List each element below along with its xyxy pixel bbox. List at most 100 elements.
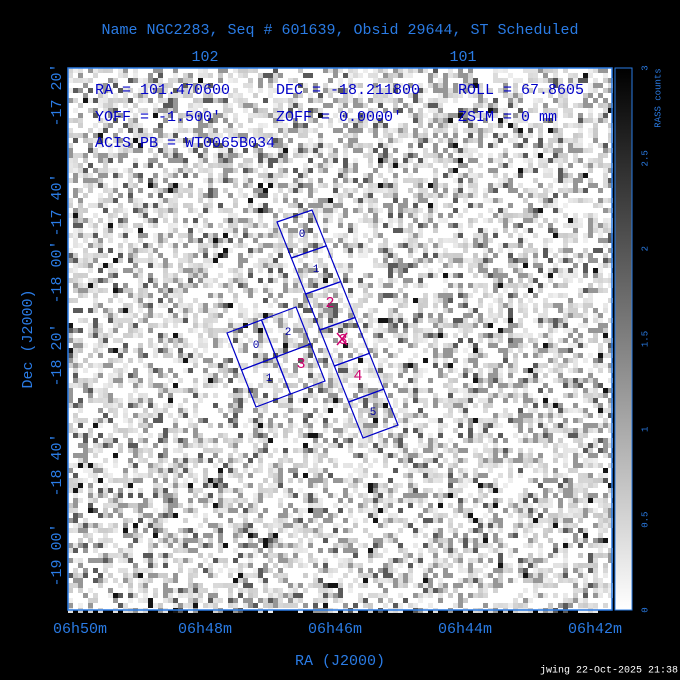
noise-pixel [158, 338, 163, 343]
noise-pixel [513, 388, 518, 393]
noise-pixel [158, 388, 163, 393]
noise-pixel [258, 433, 263, 438]
noise-pixel [473, 258, 478, 263]
noise-pixel [578, 323, 583, 328]
noise-pixel [233, 243, 238, 248]
noise-pixel [423, 468, 428, 473]
noise-pixel [418, 143, 423, 148]
noise-pixel [608, 348, 613, 353]
noise-pixel [568, 428, 573, 433]
noise-pixel [543, 423, 548, 428]
noise-pixel [363, 213, 368, 218]
noise-pixel [248, 203, 253, 208]
noise-pixel [338, 193, 343, 198]
noise-pixel [263, 378, 268, 383]
noise-pixel [123, 183, 128, 188]
noise-pixel [438, 298, 443, 303]
noise-pixel [113, 153, 118, 158]
noise-pixel [413, 343, 418, 348]
noise-pixel [298, 398, 303, 403]
noise-pixel [173, 173, 178, 178]
noise-pixel [183, 428, 188, 433]
noise-pixel [68, 363, 73, 368]
noise-pixel [88, 243, 93, 248]
noise-pixel [178, 233, 183, 238]
noise-pixel [513, 243, 518, 248]
noise-pixel [193, 443, 198, 448]
noise-pixel [333, 308, 338, 313]
noise-pixel [393, 83, 398, 88]
noise-pixel [378, 188, 383, 193]
noise-pixel [438, 418, 443, 423]
noise-pixel [83, 93, 88, 98]
noise-pixel [78, 433, 83, 438]
noise-pixel [143, 288, 148, 293]
noise-pixel [298, 68, 303, 73]
noise-pixel [128, 293, 133, 298]
noise-pixel [553, 128, 558, 133]
noise-pixel [508, 218, 513, 223]
noise-pixel [528, 393, 533, 398]
noise-pixel [468, 323, 473, 328]
noise-pixel [93, 333, 98, 338]
noise-pixel [473, 453, 478, 458]
noise-pixel [468, 93, 473, 98]
noise-pixel [493, 228, 498, 233]
noise-pixel [213, 98, 218, 103]
noise-pixel [398, 363, 403, 368]
noise-pixel [258, 203, 263, 208]
noise-pixel [603, 468, 608, 473]
noise-pixel [453, 188, 458, 193]
noise-pixel [268, 73, 273, 78]
noise-pixel [108, 188, 113, 193]
noise-pixel [608, 438, 613, 443]
noise-pixel [178, 278, 183, 283]
noise-pixel [203, 483, 208, 488]
noise-pixel [463, 373, 468, 378]
noise-pixel [523, 433, 528, 438]
noise-pixel [448, 223, 453, 228]
noise-pixel [213, 373, 218, 378]
noise-pixel [548, 303, 553, 308]
noise-pixel [438, 123, 443, 128]
noise-pixel [558, 378, 563, 383]
noise-pixel [563, 213, 568, 218]
noise-pixel [133, 453, 138, 458]
noise-pixel [243, 423, 248, 428]
noise-pixel [193, 253, 198, 258]
noise-pixel [278, 233, 283, 238]
noise-pixel [168, 83, 173, 88]
noise-pixel [273, 318, 278, 323]
noise-pixel [303, 268, 308, 273]
noise-pixel [588, 428, 593, 433]
noise-pixel [98, 248, 103, 253]
noise-pixel [113, 78, 118, 83]
noise-pixel [83, 273, 88, 278]
noise-pixel [263, 313, 268, 318]
noise-pixel [123, 123, 128, 128]
noise-pixel [133, 123, 138, 128]
noise-pixel [528, 208, 533, 213]
noise-pixel [513, 393, 518, 398]
noise-pixel [373, 203, 378, 208]
noise-pixel [228, 438, 233, 443]
noise-pixel [408, 93, 413, 98]
noise-pixel [528, 453, 533, 458]
noise-pixel [588, 223, 593, 228]
noise-pixel [603, 338, 608, 343]
noise-pixel [523, 458, 528, 463]
noise-pixel [603, 438, 608, 443]
noise-pixel [398, 213, 403, 218]
noise-pixel [308, 193, 313, 198]
noise-pixel [493, 123, 498, 128]
noise-pixel [413, 118, 418, 123]
noise-pixel [308, 338, 313, 343]
noise-pixel [553, 428, 558, 433]
noise-pixel [183, 453, 188, 458]
noise-pixel [518, 343, 523, 348]
noise-pixel [523, 313, 528, 318]
noise-pixel [203, 273, 208, 278]
noise-pixel [513, 283, 518, 288]
noise-pixel [368, 173, 373, 178]
noise-pixel [473, 273, 478, 278]
